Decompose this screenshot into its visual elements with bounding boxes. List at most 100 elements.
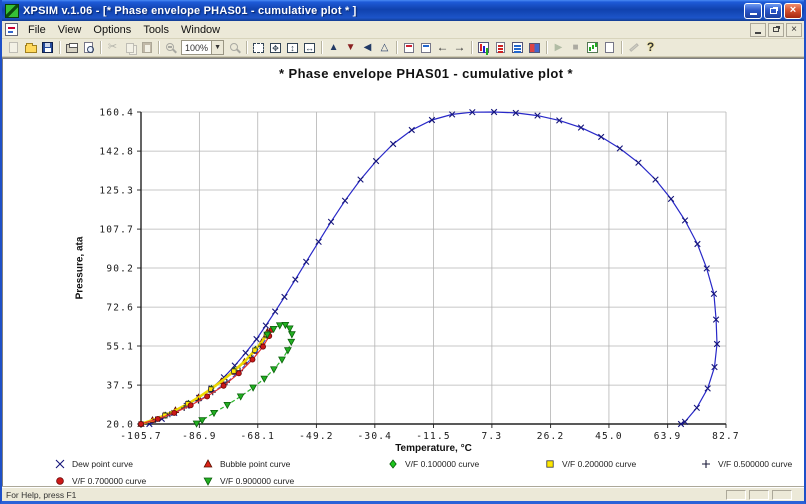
legend-label: Bubble point curve bbox=[220, 459, 291, 469]
toolbar-separator bbox=[100, 41, 101, 54]
toolbar-results-chart-button[interactable] bbox=[584, 40, 601, 56]
toolbar-new-button bbox=[5, 40, 22, 56]
svg-text:125.3: 125.3 bbox=[99, 186, 134, 197]
close-button[interactable]: × bbox=[784, 2, 802, 19]
toolbar-separator bbox=[621, 41, 623, 54]
toolbar-print-preview-button[interactable] bbox=[80, 40, 97, 56]
svg-text:7.3: 7.3 bbox=[481, 431, 502, 442]
restore-icon bbox=[769, 7, 777, 14]
toolbar-separator bbox=[471, 41, 473, 54]
menu-bar: File View Options Tools Window × bbox=[2, 21, 804, 39]
axis-scale-auto-icon bbox=[381, 43, 389, 53]
toolbar-print-button[interactable] bbox=[63, 40, 80, 56]
menu-options[interactable]: Options bbox=[93, 23, 132, 36]
new-icon bbox=[9, 42, 18, 53]
zoom-level-value: 100% bbox=[185, 42, 209, 53]
paste-icon bbox=[141, 42, 152, 53]
toolbar-label-y-button[interactable] bbox=[417, 40, 434, 56]
axis-scale-up-icon bbox=[329, 43, 339, 53]
circle-marker-icon bbox=[56, 477, 64, 485]
toolbar-next-plot-button[interactable] bbox=[451, 40, 468, 56]
toolbar-separator bbox=[321, 41, 323, 54]
toolbar-help-button[interactable] bbox=[642, 40, 659, 56]
toolbar-new-report-page-button[interactable] bbox=[601, 40, 618, 56]
menu-tools[interactable]: Tools bbox=[143, 23, 169, 36]
toolbar: 100%▼ bbox=[2, 39, 804, 57]
status-pane-3 bbox=[772, 490, 792, 500]
menu-window[interactable]: Window bbox=[181, 23, 221, 36]
zoom-level-combobox[interactable]: 100% ▼ bbox=[181, 40, 225, 55]
svg-text:26.2: 26.2 bbox=[537, 431, 565, 442]
toolbar-chart-type-button[interactable] bbox=[475, 40, 492, 56]
close-icon: × bbox=[789, 4, 797, 16]
svg-text:160.4: 160.4 bbox=[99, 108, 134, 119]
mdi-restore-button[interactable] bbox=[768, 22, 784, 37]
fit-vertical-icon bbox=[287, 42, 299, 53]
window-title: XPSIM v.1.06 - [* Phase envelope PHAS01 … bbox=[23, 4, 357, 17]
svg-text:37.5: 37.5 bbox=[106, 381, 134, 392]
toolbar-edit-notes-button[interactable] bbox=[492, 40, 509, 56]
restore-button[interactable] bbox=[764, 2, 782, 19]
edit-notes-icon bbox=[496, 42, 506, 53]
triangle-up-marker-icon bbox=[203, 459, 213, 468]
chart-type-icon bbox=[478, 42, 490, 53]
toolbar-export-image-button[interactable] bbox=[526, 40, 543, 56]
app-icon bbox=[5, 3, 19, 18]
toolbar-fit-vertical-button[interactable] bbox=[284, 40, 301, 56]
menu-view[interactable]: View bbox=[57, 23, 82, 36]
zoom-in-icon bbox=[229, 42, 238, 51]
toolbar-open-button[interactable] bbox=[22, 40, 39, 56]
legend-item-v-f-0-900000-curve: V/F 0.900000 curve bbox=[200, 475, 294, 487]
legend-item-dew-point-curve: Dew point curve bbox=[52, 458, 133, 470]
fit-horizontal-icon bbox=[304, 42, 316, 53]
toolbar-fit-page-button[interactable] bbox=[267, 40, 284, 56]
annotate-icon bbox=[628, 43, 639, 52]
svg-text:82.7: 82.7 bbox=[712, 431, 740, 442]
svg-text:72.6: 72.6 bbox=[106, 303, 134, 314]
toolbar-fit-horizontal-button[interactable] bbox=[301, 40, 318, 56]
mdi-close-icon: × bbox=[791, 23, 797, 35]
document-icon[interactable] bbox=[5, 23, 18, 36]
x-axis-label: Temperature, °C bbox=[395, 443, 472, 454]
mdi-window-controls: × bbox=[748, 22, 802, 37]
label-x-icon bbox=[403, 42, 414, 53]
toolbar-save-button[interactable] bbox=[39, 40, 56, 56]
toolbar-axis-scale-down-button[interactable] bbox=[342, 40, 359, 56]
chevron-down-icon[interactable]: ▼ bbox=[211, 41, 224, 54]
toolbar-axis-scale-auto-button[interactable] bbox=[376, 40, 393, 56]
toolbar-cut-button bbox=[104, 40, 121, 56]
save-icon bbox=[42, 42, 53, 53]
toolbar-run-button bbox=[550, 40, 567, 56]
legend-item-v-f-0-200000-curve: V/F 0.200000 curve bbox=[542, 458, 636, 470]
legend-item-v-f-0-100000-curve: V/F 0.100000 curve bbox=[385, 458, 479, 470]
svg-text:142.8: 142.8 bbox=[99, 147, 134, 158]
svg-text:-11.5: -11.5 bbox=[416, 431, 451, 442]
toolbar-previous-plot-button[interactable] bbox=[434, 40, 451, 56]
status-text: For Help, press F1 bbox=[6, 490, 77, 500]
run-icon bbox=[555, 43, 563, 53]
legend-label: V/F 0.100000 curve bbox=[405, 459, 480, 469]
open-icon bbox=[24, 43, 37, 53]
menu-file[interactable]: File bbox=[28, 23, 46, 36]
toolbar-axis-scale-left-button[interactable] bbox=[359, 40, 376, 56]
toolbar-label-x-button[interactable] bbox=[400, 40, 417, 56]
x-marker-icon bbox=[55, 459, 65, 469]
svg-text:-86.9: -86.9 bbox=[182, 431, 217, 442]
svg-text:-68.1: -68.1 bbox=[240, 431, 275, 442]
plus-marker-icon bbox=[702, 460, 710, 468]
mdi-close-button[interactable]: × bbox=[786, 22, 802, 37]
legend-item-v-f-0-700000-curve: V/F 0.700000 curve bbox=[52, 475, 146, 487]
chart-title: * Phase envelope PHAS01 - cumulative plo… bbox=[279, 66, 573, 81]
label-y-icon bbox=[420, 42, 431, 53]
toolbar-data-list-button[interactable] bbox=[509, 40, 526, 56]
minimize-button[interactable] bbox=[744, 2, 762, 19]
toolbar-select-region-button[interactable] bbox=[250, 40, 267, 56]
toolbar-axis-scale-up-button[interactable] bbox=[325, 40, 342, 56]
status-pane-2 bbox=[749, 490, 769, 500]
toolbar-separator bbox=[158, 41, 159, 54]
legend-label: V/F 0.700000 curve bbox=[72, 476, 147, 486]
mdi-minimize-button[interactable] bbox=[750, 22, 766, 37]
axis-scale-down-icon bbox=[346, 43, 356, 53]
svg-text:-49.2: -49.2 bbox=[299, 431, 334, 442]
legend-label: V/F 0.900000 curve bbox=[220, 476, 295, 486]
